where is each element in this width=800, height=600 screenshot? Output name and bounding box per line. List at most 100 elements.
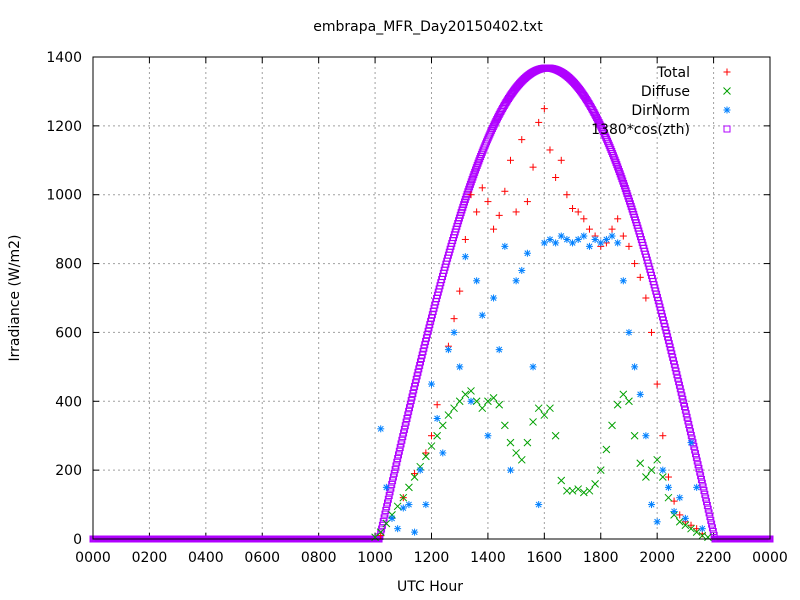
x-tick-label: 0400	[188, 550, 224, 566]
x-tick-label: 0000	[752, 550, 788, 566]
diffuse-point	[517, 455, 526, 464]
cos-zth-point	[389, 473, 397, 481]
diffuse-point	[523, 438, 532, 447]
diffuse-point	[568, 486, 577, 495]
total-point	[456, 287, 464, 295]
total-point	[518, 136, 526, 144]
x-tick-label: 0600	[244, 550, 280, 566]
total-point	[625, 242, 633, 250]
x-tick-label: 1400	[470, 550, 506, 566]
cos-zth-point	[685, 421, 693, 429]
dirnorm-point	[676, 494, 684, 502]
cos-zth-point	[384, 495, 392, 503]
cos-zth-point	[395, 447, 403, 455]
diffuse-point	[608, 421, 616, 430]
dirnorm-point	[490, 294, 498, 302]
total-point	[664, 473, 672, 481]
total-point	[580, 215, 588, 223]
dirnorm-point	[506, 466, 514, 474]
total-point	[659, 432, 667, 440]
dirnorm-point	[693, 483, 701, 491]
cos-zth-point	[697, 472, 705, 480]
dirnorm-point	[478, 311, 486, 319]
y-tick-label: 400	[55, 394, 82, 410]
dirnorm-point	[670, 507, 678, 515]
dirnorm-point	[681, 514, 689, 522]
diffuse-point	[461, 390, 470, 399]
dirnorm-point	[428, 380, 435, 388]
dirnorm-point	[698, 525, 706, 533]
y-tick-label: 1000	[46, 188, 82, 204]
cos-zth-point	[400, 429, 408, 437]
dirnorm-point	[444, 346, 452, 354]
y-tick-label: 600	[55, 325, 82, 341]
diffuse-point	[438, 421, 447, 430]
diffuse-point	[692, 528, 701, 536]
cos-zth-point	[381, 510, 389, 518]
total-point	[428, 432, 435, 440]
dirnorm-point	[450, 328, 458, 336]
cos-zth-point	[470, 171, 478, 179]
cos-zth-point	[390, 469, 398, 477]
cos-zth-point	[378, 525, 386, 533]
dirnorm-point	[687, 439, 695, 447]
diffuse-point	[574, 485, 583, 493]
cos-zth-point	[682, 410, 690, 418]
cos-zth-point	[409, 389, 417, 397]
cos-zth-point	[472, 166, 480, 174]
total-point	[636, 273, 644, 281]
cos-zth-point	[471, 168, 479, 176]
total-point	[535, 118, 543, 126]
cos-zth-point	[686, 428, 694, 436]
diffuse-point	[495, 400, 504, 409]
diffuse-point	[534, 404, 543, 413]
cos-zth-point	[677, 388, 685, 396]
total-point	[529, 163, 537, 171]
total-point	[653, 380, 661, 388]
cos-zth-point	[692, 453, 700, 461]
total-point	[478, 184, 486, 192]
x-tick-label: 2000	[639, 550, 675, 566]
dirnorm-point	[574, 235, 582, 243]
diffuse-point	[455, 397, 464, 406]
cos-zth-point	[474, 159, 482, 167]
cos-zth-point	[692, 450, 700, 458]
legend-label: DirNorm	[631, 103, 690, 119]
cos-zth-point	[707, 516, 715, 524]
diffuse-point	[422, 452, 430, 461]
diffuse-point	[602, 445, 611, 454]
series-dirnorm	[377, 232, 706, 536]
total-point	[552, 174, 560, 181]
cos-zth-point	[704, 505, 712, 513]
cos-zth-point	[411, 379, 419, 387]
legend: Total Diffuse DirNorm 1380*cos(zth)	[591, 65, 731, 138]
cos-zth-point	[674, 374, 682, 382]
dirnorm-point	[439, 449, 447, 457]
cos-zth-point	[702, 494, 710, 502]
cos-zth-point	[686, 424, 694, 432]
dirnorm-point	[602, 235, 610, 243]
total-point	[501, 187, 509, 195]
cos-zth-point	[412, 375, 420, 383]
cos-zth-point	[385, 492, 393, 500]
x-tick-label: 0000	[75, 550, 111, 566]
dirnorm-point	[563, 235, 571, 243]
total-point	[495, 211, 503, 219]
total-point	[614, 215, 622, 223]
diffuse-point	[675, 517, 684, 526]
cos-zth-point	[378, 521, 386, 529]
total-point	[461, 235, 469, 243]
diffuse-point	[625, 397, 633, 406]
dirnorm-point	[382, 483, 390, 491]
cos-zth-point	[673, 371, 681, 379]
diffuse-point	[664, 493, 673, 502]
cos-zth-point	[406, 400, 414, 408]
legend-marker	[723, 106, 731, 114]
cos-zth-point	[399, 433, 407, 441]
dirnorm-point	[394, 525, 402, 533]
total-point	[569, 204, 577, 212]
cos-zth-point	[396, 444, 404, 452]
diffuse-point	[540, 411, 549, 419]
cos-zth-point	[703, 498, 711, 506]
diffuse-point	[382, 519, 391, 528]
